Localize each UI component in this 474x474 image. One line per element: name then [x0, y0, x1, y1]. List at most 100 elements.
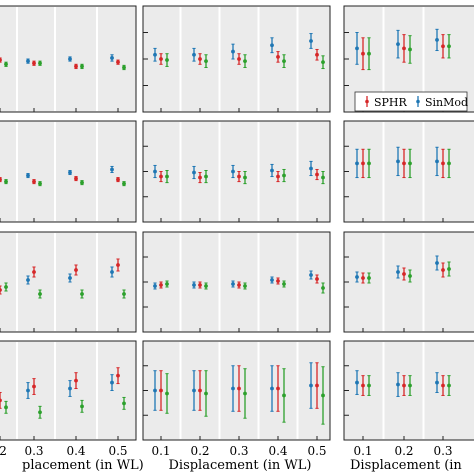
green-marker [80, 180, 84, 185]
green-marker [243, 175, 247, 180]
red-marker [276, 386, 280, 391]
green-marker [204, 284, 208, 288]
red-marker [159, 174, 163, 179]
green-marker [122, 401, 126, 406]
blue-marker [231, 386, 235, 391]
red-marker [441, 268, 445, 272]
x-tick-label: 0.3 [433, 444, 452, 458]
panel-background [343, 340, 474, 441]
red-marker [315, 172, 319, 177]
blue-marker [270, 43, 274, 48]
panels-layer [0, 5, 474, 441]
green-marker [367, 383, 371, 388]
green-marker [165, 58, 169, 62]
blue-marker [435, 380, 439, 385]
green-marker [4, 179, 8, 184]
blue-marker [68, 276, 72, 280]
green-marker [408, 47, 412, 52]
red-marker [0, 177, 2, 182]
blue-marker [396, 382, 400, 387]
red-marker [361, 161, 365, 166]
blue-marker [68, 386, 72, 391]
red-marker [116, 60, 120, 65]
blue-marker [355, 275, 359, 279]
x-tick-label: 2 [0, 444, 7, 458]
green-marker [367, 161, 371, 166]
green-marker [4, 62, 8, 67]
blue-marker [68, 170, 72, 175]
red-marker [198, 175, 202, 180]
x-tick-label: 0.1 [151, 444, 170, 458]
panel-background [0, 120, 137, 223]
red-marker [0, 398, 2, 403]
green-marker [80, 292, 84, 296]
blue-marker [26, 59, 30, 64]
green-marker [447, 267, 451, 271]
green-marker [204, 391, 208, 396]
blue-marker [309, 166, 313, 171]
x-axis-titles: placement (in WL) Displacement (in WL) D… [22, 458, 462, 473]
blue-marker [396, 159, 400, 164]
panel-background [142, 340, 331, 441]
panel-r2-c1 [0, 120, 137, 223]
panel-r4-c2 [142, 340, 331, 441]
legend-sinmod-label: SinMod [425, 96, 468, 109]
red-marker [315, 277, 319, 281]
green-marker [165, 282, 169, 286]
red-marker [276, 54, 280, 59]
panel-r1-c2 [142, 5, 331, 113]
red-marker [32, 270, 36, 274]
x-tick-label: 0.5 [108, 444, 127, 458]
red-marker [74, 378, 78, 383]
x-tick-label: 0.3 [24, 444, 43, 458]
green-marker [282, 282, 286, 286]
legend-box [354, 91, 468, 112]
blue-marker [309, 383, 313, 388]
green-marker [165, 391, 169, 396]
red-marker [159, 388, 163, 393]
red-marker [116, 177, 120, 182]
green-marker [321, 60, 325, 65]
blue-marker [110, 270, 114, 274]
green-marker [282, 173, 286, 178]
legend: SPHR SinMod [354, 91, 468, 112]
red-marker [198, 388, 202, 393]
red-marker [74, 268, 78, 272]
blue-marker [153, 284, 157, 288]
panel-background [0, 5, 137, 113]
green-marker [165, 174, 169, 179]
red-marker [402, 46, 406, 51]
green-marker [122, 65, 126, 70]
green-marker [408, 274, 412, 278]
x-tick-label: 0.4 [268, 444, 287, 458]
red-marker [0, 288, 2, 292]
blue-marker [435, 261, 439, 265]
blue-marker [309, 39, 313, 43]
blue-marker [192, 388, 196, 393]
red-marker [361, 383, 365, 388]
panel-r4-c1 [0, 340, 137, 441]
x-tick-label: 0.2 [190, 444, 209, 458]
blue-marker [270, 386, 274, 391]
red-marker [276, 279, 280, 283]
blue-marker [26, 388, 30, 393]
green-marker [447, 383, 451, 388]
green-marker [408, 161, 412, 166]
blue-marker [270, 278, 274, 282]
blue-marker [355, 161, 359, 166]
blue-marker [396, 42, 400, 47]
blue-marker [26, 278, 30, 282]
panel-background [142, 5, 331, 113]
green-marker [38, 181, 42, 186]
blue-marker [270, 168, 274, 173]
red-marker [159, 57, 163, 61]
green-marker [38, 410, 42, 415]
blue-marker [396, 270, 400, 274]
red-marker [361, 276, 365, 280]
red-marker [441, 44, 445, 49]
blue-marker [153, 52, 157, 57]
panel-r4-c3 [343, 340, 474, 441]
green-marker [447, 161, 451, 166]
x-axis-title-col2: Displacement (in WL) [168, 458, 311, 473]
